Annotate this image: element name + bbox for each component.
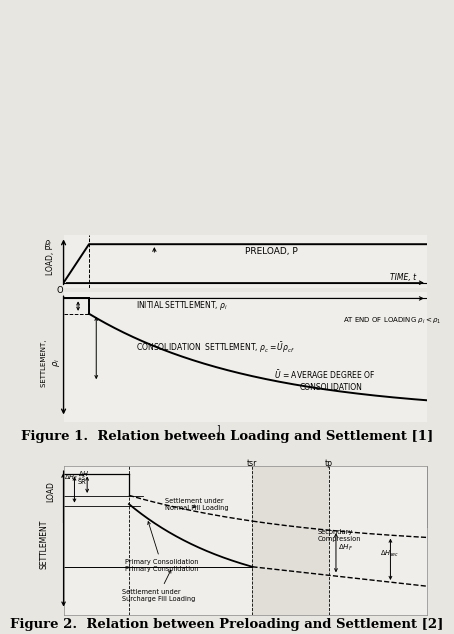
Text: PF: PF [364,486,373,495]
Text: CONSOLIDATION  SETTLEMENT, $\rho_c = \bar{U} \rho_{cf}$: CONSOLIDATION SETTLEMENT, $\rho_c = \bar… [136,340,295,355]
Text: CONSOLIDATION: CONSOLIDATION [300,383,362,392]
Text: LOAD: LOAD [46,482,55,503]
Text: TIME, t: TIME, t [390,273,416,281]
Text: ]: ] [216,424,220,433]
Text: $\rho_i$: $\rho_i$ [51,358,62,366]
Text: INITIAL SETTLEMENT, $\rho_i$: INITIAL SETTLEMENT, $\rho_i$ [136,299,228,312]
Text: $\Delta H_{F+S}$: $\Delta H_{F+S}$ [64,472,86,482]
Text: SETTLEMENT: SETTLEMENT [39,520,48,569]
Text: tsr: tsr [247,459,257,468]
Text: PRELOAD, P: PRELOAD, P [245,247,298,256]
Text: SETTLEMENT,: SETTLEMENT, [40,337,47,387]
Text: tp: tp [325,459,333,468]
Text: $\rho_i$: $\rho_i$ [44,238,53,249]
Text: LOAD, P: LOAD, P [46,245,55,275]
Text: PS: PS [133,484,142,493]
Text: Settlement under
Normal Fill Loading: Settlement under Normal Fill Loading [165,498,229,510]
Text: Secondary
Compression: Secondary Compression [318,529,361,542]
Bar [252,466,329,615]
Text: Settlement under
Surcharge Fill Loading: Settlement under Surcharge Fill Loading [122,570,195,602]
Text: PF+PS: PF+PS [168,479,192,488]
Text: SR: SR [78,479,87,486]
Text: $\bar{U}$ = AVERAGE DEGREE OF: $\bar{U}$ = AVERAGE DEGREE OF [274,368,376,381]
Text: Primary Consolidation
Primary Consolidation: Primary Consolidation Primary Consolidat… [125,522,199,573]
Text: Figure 2.  Relation between Preloading and Settlement [2]: Figure 2. Relation between Preloading an… [10,618,444,631]
Text: $\Delta H_F$: $\Delta H_F$ [338,543,353,553]
Text: Figure 1.  Relation between Loading and Settlement [1]: Figure 1. Relation between Loading and S… [21,430,433,443]
Text: AT END OF LOADING $\rho_i < \rho_1$: AT END OF LOADING $\rho_i < \rho_1$ [343,316,442,327]
Text: TIME: TIME [265,516,283,525]
Text: $\Delta H_{sec}$: $\Delta H_{sec}$ [380,549,399,559]
Text: $\Delta H$: $\Delta H$ [78,469,89,478]
Text: O: O [57,286,64,295]
